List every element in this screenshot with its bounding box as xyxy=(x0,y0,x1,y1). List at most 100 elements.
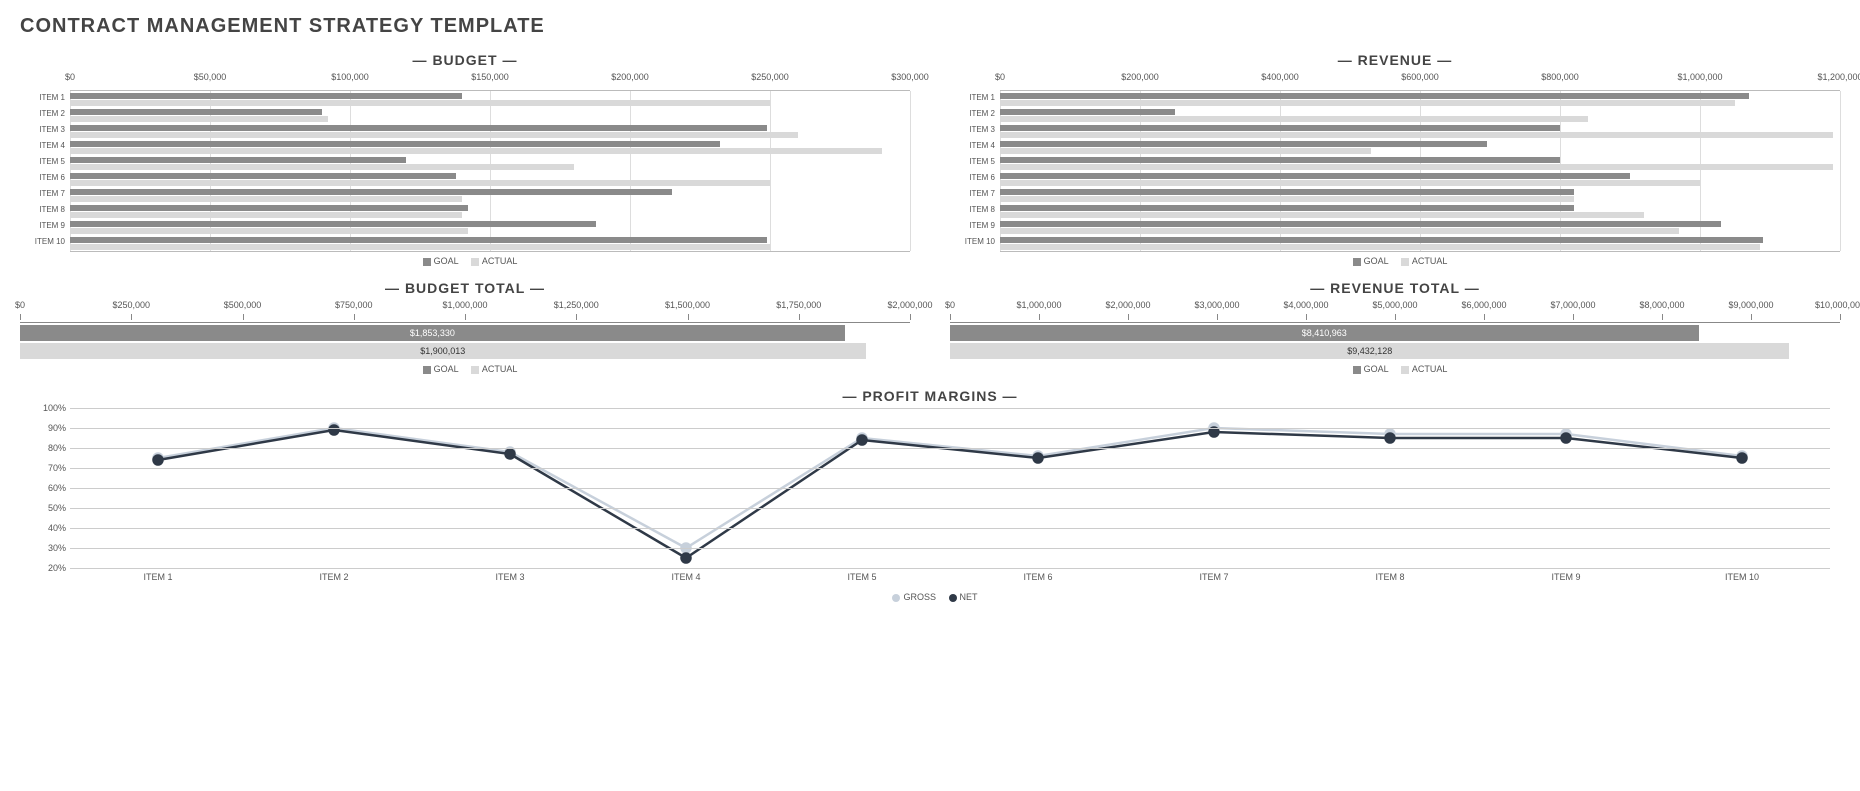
bar-goal xyxy=(1000,237,1763,243)
bar-row: ITEM 4 xyxy=(1000,139,1840,155)
bar-actual xyxy=(70,132,798,138)
legend-actual: ACTUAL xyxy=(482,364,518,374)
bar-actual xyxy=(1000,244,1760,250)
bar-label: ITEM 5 xyxy=(950,157,995,166)
axis-tick: $1,250,000 xyxy=(554,300,599,310)
gross-swatch xyxy=(892,594,900,602)
legend-actual: ACTUAL xyxy=(482,256,518,266)
bar-label: ITEM 10 xyxy=(20,237,65,246)
total-bar-goal: $1,853,330 xyxy=(20,325,845,341)
bar-actual xyxy=(1000,132,1833,138)
actual-swatch xyxy=(471,366,479,374)
bar-row: ITEM 5 xyxy=(1000,155,1840,171)
bar-goal xyxy=(70,93,462,99)
bar-label: ITEM 2 xyxy=(20,109,65,118)
profit-title: PROFIT MARGINS xyxy=(20,388,1840,404)
net-swatch xyxy=(949,594,957,602)
actual-swatch xyxy=(1401,366,1409,374)
revenue-total-legend: GOAL ACTUAL xyxy=(950,364,1840,374)
axis-tick: $250,000 xyxy=(112,300,150,310)
x-tick: ITEM 7 xyxy=(1199,572,1228,582)
bar-label: ITEM 8 xyxy=(950,205,995,214)
actual-swatch xyxy=(471,258,479,266)
total-bar-actual: $1,900,013 xyxy=(20,343,866,359)
axis-tick: $500,000 xyxy=(224,300,262,310)
axis-tick: $1,000,000 xyxy=(1016,300,1061,310)
bar-goal xyxy=(1000,141,1487,147)
axis-tick: $200,000 xyxy=(1121,72,1159,82)
bar-actual xyxy=(1000,100,1735,106)
bar-goal xyxy=(70,173,456,179)
budget-total-legend: GOAL ACTUAL xyxy=(20,364,910,374)
bar-goal xyxy=(1000,157,1560,163)
budget-legend: GOAL ACTUAL xyxy=(20,256,910,266)
bar-goal xyxy=(70,205,468,211)
budget-chart: $0$50,000$100,000$150,000$200,000$250,00… xyxy=(20,72,910,252)
bar-actual xyxy=(70,180,770,186)
bar-label: ITEM 7 xyxy=(950,189,995,198)
bar-actual xyxy=(1000,116,1588,122)
x-tick: ITEM 3 xyxy=(495,572,524,582)
bar-label: ITEM 9 xyxy=(20,221,65,230)
bar-row: ITEM 2 xyxy=(1000,107,1840,123)
revenue-panel: REVENUE $0$200,000$400,000$600,000$800,0… xyxy=(950,48,1840,276)
bar-row: ITEM 6 xyxy=(1000,171,1840,187)
bar-row: ITEM 9 xyxy=(70,219,910,235)
bar-row: ITEM 2 xyxy=(70,107,910,123)
axis-tick: $100,000 xyxy=(331,72,369,82)
bar-label: ITEM 7 xyxy=(20,189,65,198)
bar-actual xyxy=(1000,164,1833,170)
bar-label: ITEM 9 xyxy=(950,221,995,230)
bar-actual xyxy=(1000,180,1700,186)
axis-tick: $2,000,000 xyxy=(887,300,932,310)
y-tick: 100% xyxy=(43,403,66,413)
axis-tick: $9,000,000 xyxy=(1728,300,1773,310)
x-tick: ITEM 2 xyxy=(319,572,348,582)
bar-goal xyxy=(1000,189,1574,195)
legend-goal: GOAL xyxy=(1364,256,1389,266)
axis-tick: $5,000,000 xyxy=(1372,300,1417,310)
bar-row: ITEM 6 xyxy=(70,171,910,187)
bar-row: ITEM 8 xyxy=(70,203,910,219)
bar-goal xyxy=(1000,93,1749,99)
bar-label: ITEM 4 xyxy=(20,141,65,150)
y-tick: 50% xyxy=(48,503,66,513)
axis-tick: $6,000,000 xyxy=(1461,300,1506,310)
bar-actual xyxy=(1000,212,1644,218)
x-tick: ITEM 10 xyxy=(1725,572,1759,582)
goal-swatch xyxy=(1353,258,1361,266)
bar-row: ITEM 5 xyxy=(70,155,910,171)
axis-tick: $1,500,000 xyxy=(665,300,710,310)
budget-total-panel: BUDGET TOTAL $0$250,000$500,000$750,000$… xyxy=(20,276,910,384)
y-tick: 60% xyxy=(48,483,66,493)
budget-panel: BUDGET $0$50,000$100,000$150,000$200,000… xyxy=(20,48,910,276)
bar-label: ITEM 5 xyxy=(20,157,65,166)
legend-goal: GOAL xyxy=(434,256,459,266)
bar-goal xyxy=(70,109,322,115)
profit-chart: 20%30%40%50%60%70%80%90%100% ITEM 1ITEM … xyxy=(30,408,1830,588)
total-bar-actual: $9,432,128 xyxy=(950,343,1789,359)
bar-goal xyxy=(1000,125,1560,131)
bar-actual xyxy=(70,116,328,122)
revenue-total-panel: REVENUE TOTAL $0$1,000,000$2,000,000$3,0… xyxy=(950,276,1840,384)
y-tick: 80% xyxy=(48,443,66,453)
bar-label: ITEM 6 xyxy=(20,173,65,182)
bar-row: ITEM 10 xyxy=(70,235,910,251)
bar-label: ITEM 6 xyxy=(950,173,995,182)
revenue-legend: GOAL ACTUAL xyxy=(950,256,1840,266)
x-tick: ITEM 1 xyxy=(143,572,172,582)
axis-tick: $10,000,000 xyxy=(1815,300,1860,310)
bar-goal xyxy=(1000,173,1630,179)
axis-tick: $50,000 xyxy=(194,72,227,82)
axis-tick: $250,000 xyxy=(751,72,789,82)
bar-actual xyxy=(70,196,462,202)
axis-tick: $600,000 xyxy=(1401,72,1439,82)
y-tick: 20% xyxy=(48,563,66,573)
page-title: CONTRACT MANAGEMENT STRATEGY TEMPLATE xyxy=(20,15,1840,38)
axis-tick: $0 xyxy=(15,300,25,310)
bar-actual xyxy=(1000,196,1574,202)
x-tick: ITEM 8 xyxy=(1375,572,1404,582)
budget-title: BUDGET xyxy=(20,52,910,68)
bar-label: ITEM 3 xyxy=(950,125,995,134)
bar-label: ITEM 4 xyxy=(950,141,995,150)
